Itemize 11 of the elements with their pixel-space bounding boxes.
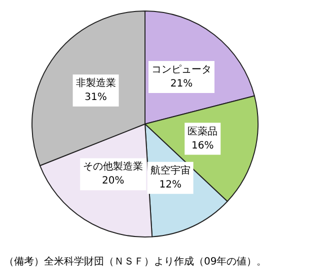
data-label: 21%: [170, 78, 193, 90]
data-label: 16%: [192, 140, 214, 152]
data-label: 31%: [84, 92, 107, 104]
slice-label: その他製造業: [83, 160, 144, 173]
slice-label: 航空宇宙: [150, 164, 190, 176]
data-label: 12%: [159, 179, 182, 190]
text: （備考）全米科学財団（ＮＳＦ）より作成（09年の値）。: [4, 256, 267, 268]
slice-label: 医薬品: [188, 125, 218, 138]
data-label: 20%: [102, 176, 124, 187]
slice-label: コンピュータ: [151, 64, 212, 76]
slice-label: 非製造業: [76, 77, 116, 90]
